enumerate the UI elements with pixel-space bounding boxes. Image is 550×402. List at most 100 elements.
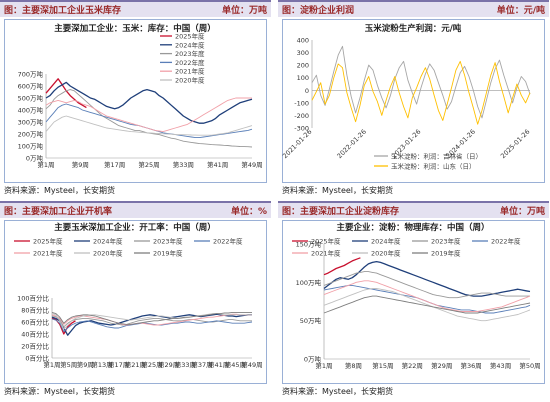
y-tick-label: 400 bbox=[297, 37, 309, 45]
chart-panel-starch-stock: 图：主要深加工企业淀粉库存 单位：万吨 主要企业：淀粉：物理库存：中国（周） 0万… bbox=[278, 201, 549, 399]
y-tick-label: 0万吨 bbox=[304, 355, 322, 364]
legend-label: 2023年度 bbox=[431, 237, 461, 246]
legend-label: 2022年度 bbox=[175, 58, 205, 67]
legend-label: 2022年度 bbox=[213, 237, 243, 246]
y-tick-label: 0 bbox=[305, 87, 309, 95]
legend-label: 2024年度 bbox=[371, 237, 401, 246]
panel-header: 图：主要深加工企业淀粉库存 单位：万吨 bbox=[278, 201, 549, 218]
chart-svg: 主要玉米深加工企业：开工率：中国（周） 0百分比 20百分比 40百分比 60百分比 80… bbox=[14, 222, 263, 369]
panel-header-title: 图：主要深加工企业淀粉库存 bbox=[282, 207, 400, 217]
legend-label: 2020年度 bbox=[371, 249, 401, 258]
panel-header: 图：主要深加工企业开机率 单位：% bbox=[0, 201, 271, 218]
x-tick-label: 第49周 bbox=[241, 160, 262, 169]
y-tick-label: 150万吨 bbox=[296, 240, 322, 249]
legend-label: 2021年度 bbox=[311, 249, 341, 258]
panel-header-title: 图：主要深加工企业玉米库存 bbox=[4, 6, 122, 16]
y-tick-label: 100百分比 bbox=[17, 294, 49, 303]
x-tick-label: 2021-01-26 bbox=[281, 128, 313, 160]
chart-title: 主要玉米深加工企业：开工率：中国（周） bbox=[54, 222, 216, 233]
series-line bbox=[45, 97, 252, 133]
y-tick-label: 40百分比 bbox=[21, 330, 49, 339]
y-tick-label: 300万吨 bbox=[18, 118, 44, 127]
panel-source: 资料来源：Mysteel，长安期货 bbox=[4, 186, 116, 195]
x-tick-label: 第15周 bbox=[372, 361, 393, 370]
x-tick-label: 第8周 bbox=[345, 361, 362, 370]
y-tick-label: 100万吨 bbox=[296, 278, 322, 287]
chart-frame bbox=[4, 220, 267, 384]
x-tick-label: 第49周 bbox=[241, 360, 262, 369]
x-tick-label: 第33周 bbox=[175, 360, 196, 369]
x-tick-label: 第5周 bbox=[60, 360, 77, 369]
y-tick-label: 100万吨 bbox=[18, 142, 44, 151]
legend-label: 2020年度 bbox=[175, 76, 205, 85]
legend-label: 2024年度 bbox=[93, 237, 123, 246]
panel-header: 图：主要深加工企业玉米库存 单位：万吨 bbox=[0, 0, 271, 17]
series-line bbox=[323, 257, 361, 276]
y-tick-label: 0万吨 bbox=[26, 154, 44, 163]
y-tick-label: 100 bbox=[297, 74, 309, 82]
x-tick-label: 第1周 bbox=[315, 361, 332, 370]
legend-label: 2023年度 bbox=[153, 237, 183, 246]
x-tick-label: 第9周 bbox=[72, 160, 89, 169]
x-tick-label: 2022-01-26 bbox=[336, 128, 368, 160]
x-tick-label: 第36周 bbox=[461, 361, 482, 370]
chart-svg: 主要深加工企业：玉米：库存：中国（周） 0万吨 100万吨 200万吨 300万吨 400… bbox=[18, 23, 263, 169]
y-tick-label: 60百分比 bbox=[21, 318, 49, 327]
x-tick-label: 第37周 bbox=[191, 360, 212, 369]
chart-panel-operating-rate: 图：主要深加工企业开机率 单位：% 主要玉米深加工企业：开工率：中国（周） 0百分… bbox=[0, 201, 271, 399]
legend-label: 2020年度 bbox=[93, 249, 123, 258]
x-tick-label: 第45周 bbox=[225, 360, 246, 369]
legend-label: 2019年度 bbox=[153, 249, 183, 258]
legend-label: 2022年度 bbox=[491, 237, 521, 246]
x-tick-label: 第41周 bbox=[207, 160, 228, 169]
series-line bbox=[45, 89, 253, 148]
legend-label: 2019年度 bbox=[431, 249, 461, 258]
legend-label: 玉米淀粉：利润：山东（日） bbox=[391, 162, 476, 171]
legend-label: 2021年度 bbox=[175, 67, 205, 76]
x-tick-label: 第17周 bbox=[104, 160, 125, 169]
x-tick-label: 第1周 bbox=[43, 360, 60, 369]
y-tick-label: 700万吨 bbox=[18, 70, 44, 79]
series-line bbox=[323, 260, 531, 297]
panel-header-title: 图：淀粉企业利润 bbox=[282, 6, 355, 16]
series-line bbox=[323, 295, 531, 314]
panel-source: 资料来源：Mysteel，长安期货 bbox=[4, 387, 116, 396]
y-tick-label: -100 bbox=[294, 99, 309, 107]
series-line bbox=[51, 311, 252, 325]
x-tick-label: 第41周 bbox=[208, 360, 229, 369]
series-line bbox=[51, 313, 252, 336]
x-tick-label: 第9周 bbox=[77, 360, 94, 369]
y-tick-label: 400万吨 bbox=[18, 106, 44, 115]
chart-title: 主要企业：淀粉：物理库存：中国（周） bbox=[336, 222, 489, 233]
chart-panel-starch-profit: 图：淀粉企业利润 单位：元/吨 玉米淀粉生产利润：元/吨 -300 -200 -100… bbox=[278, 0, 549, 198]
y-tick-label: 200万吨 bbox=[18, 130, 44, 139]
chart-svg: 玉米淀粉生产利润：元/吨 -300 -200 -100 0 100 200 300 400 202… bbox=[281, 23, 531, 171]
x-tick-label: 第1周 bbox=[37, 160, 54, 169]
legend-label: 2023年度 bbox=[175, 49, 205, 58]
x-tick-label: 第13周 bbox=[91, 360, 112, 369]
chart-title: 玉米淀粉生产利润：元/吨 bbox=[365, 23, 462, 34]
y-tick-label: 50万吨 bbox=[300, 316, 322, 325]
x-tick-label: 第43周 bbox=[490, 361, 511, 370]
x-tick-label: 第22周 bbox=[402, 361, 423, 370]
x-tick-label: 第25周 bbox=[141, 360, 162, 369]
panel-header-unit: 单位：元/吨 bbox=[496, 6, 545, 16]
series-line bbox=[51, 317, 76, 335]
series-line bbox=[323, 288, 531, 322]
chart-title: 主要深加工企业：玉米：库存：中国（周） bbox=[54, 23, 216, 34]
series-line bbox=[323, 271, 530, 299]
panel-header-unit: 单位：% bbox=[230, 207, 267, 217]
legend-label: 2024年度 bbox=[175, 40, 205, 49]
y-tick-label: 80百分比 bbox=[21, 306, 49, 315]
y-tick-label: 500万吨 bbox=[18, 94, 44, 103]
panel-header: 图：淀粉企业利润 单位：元/吨 bbox=[278, 0, 549, 17]
y-tick-label: 0百分比 bbox=[25, 354, 49, 363]
legend-label: 2025年度 bbox=[311, 237, 341, 246]
y-tick-label: 200 bbox=[297, 62, 309, 70]
legend-label: 2025年度 bbox=[33, 237, 63, 246]
x-tick-label: 第50周 bbox=[519, 361, 540, 370]
y-tick-label: -300 bbox=[294, 125, 309, 133]
series-line bbox=[311, 60, 531, 125]
y-tick-label: 300 bbox=[297, 49, 309, 57]
